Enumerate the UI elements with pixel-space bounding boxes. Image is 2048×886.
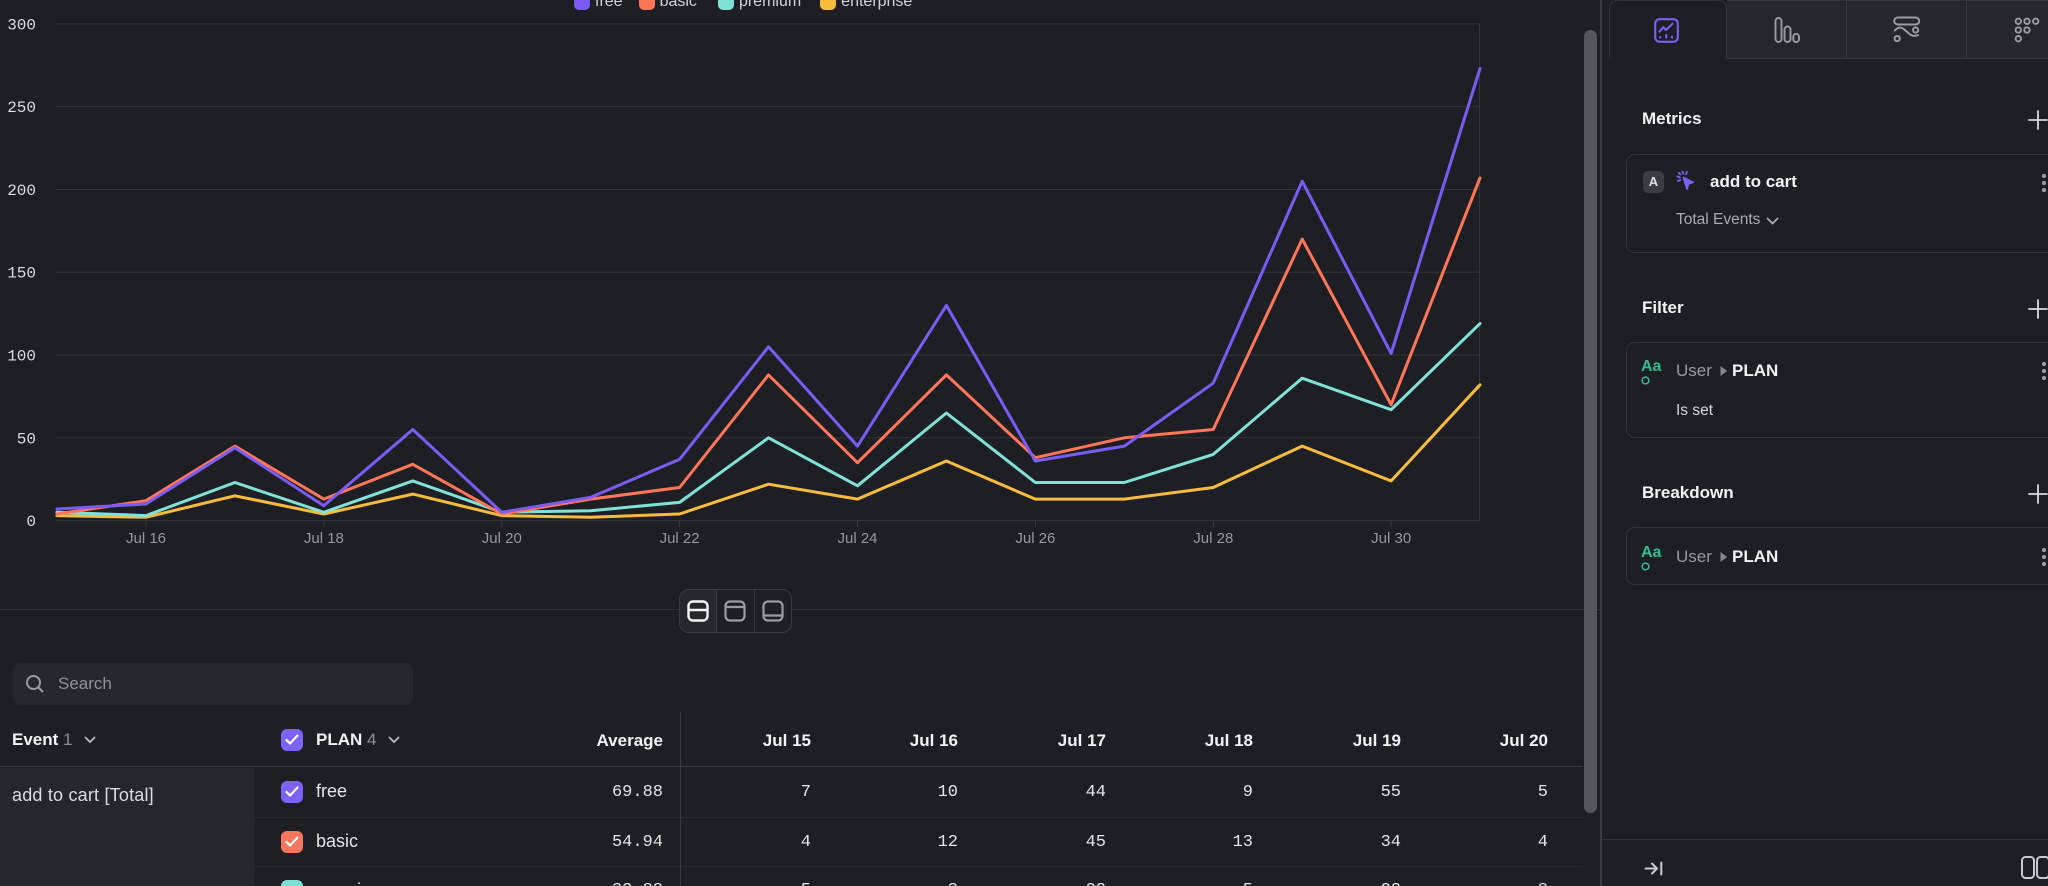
svg-text:0: 0 — [26, 513, 36, 531]
svg-text:Jul 28: Jul 28 — [1193, 530, 1233, 547]
svg-text:250: 250 — [7, 99, 36, 117]
svg-text:Jul 16: Jul 16 — [126, 530, 166, 547]
svg-text:Jul 22: Jul 22 — [660, 530, 700, 547]
svg-text:200: 200 — [7, 182, 36, 200]
svg-text:300: 300 — [7, 16, 36, 34]
svg-text:50: 50 — [17, 430, 36, 448]
svg-text:Jul 18: Jul 18 — [304, 530, 344, 547]
svg-text:100: 100 — [7, 348, 36, 366]
svg-text:Jul 24: Jul 24 — [837, 530, 877, 547]
svg-text:Jul 30: Jul 30 — [1371, 530, 1411, 547]
svg-text:Jul 26: Jul 26 — [1015, 530, 1055, 547]
svg-text:150: 150 — [7, 265, 36, 283]
svg-text:Jul 20: Jul 20 — [482, 530, 522, 547]
